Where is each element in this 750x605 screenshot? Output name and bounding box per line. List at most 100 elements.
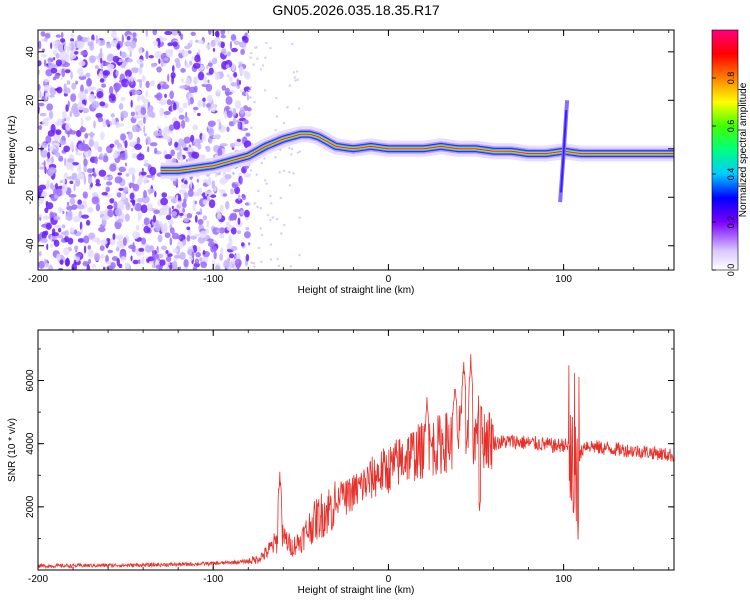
noise-blob: [86, 86, 93, 92]
noise-blob: [120, 133, 126, 141]
noise-dot: [253, 100, 256, 104]
noise-blob: [183, 136, 191, 144]
noise-blob: [178, 212, 184, 216]
noise-blob: [49, 94, 55, 98]
noise-blob: [83, 235, 90, 244]
noise-blob: [132, 173, 135, 183]
noise-blob: [86, 206, 94, 213]
noise-blob: [46, 103, 54, 111]
noise-blob: [164, 30, 173, 36]
noise-blob: [215, 89, 221, 97]
noise-dot: [292, 71, 296, 74]
noise-dot: [260, 233, 264, 237]
ridge-band-5: [160, 133, 674, 172]
noise-dot: [249, 169, 253, 172]
noise-blob: [85, 72, 91, 78]
noise-blob: [135, 225, 140, 232]
noise-blob: [169, 237, 173, 246]
noise-dot: [288, 146, 291, 150]
noise-blob: [114, 92, 118, 97]
noise-blob: [87, 41, 94, 47]
noise-blob: [83, 245, 87, 254]
noise-dot: [257, 189, 260, 193]
noise-blob: [239, 80, 242, 85]
noise-blob: [224, 91, 233, 95]
noise-blob: [229, 40, 233, 50]
noise-blob: [55, 53, 60, 59]
noise-blob: [120, 96, 126, 102]
noise-blob: [137, 259, 141, 264]
noise-blob: [44, 37, 48, 42]
noise-blob: [109, 198, 115, 204]
noise-dot: [288, 171, 291, 174]
noise-blob: [143, 175, 148, 185]
noise-blob: [112, 55, 120, 63]
noise-blob: [154, 50, 162, 59]
noise-dot: [277, 264, 281, 268]
noise-blob: [61, 68, 66, 78]
noise-blob: [101, 221, 105, 227]
noise-blob: [178, 31, 181, 37]
noise-blob: [167, 42, 173, 47]
noise-blob: [38, 90, 41, 99]
noise-blob: [164, 153, 173, 160]
noise-blob: [219, 143, 228, 147]
noise-blob: [70, 93, 77, 102]
noise-blob: [196, 246, 201, 252]
noise-blob: [66, 205, 74, 211]
noise-blob: [102, 266, 106, 270]
noise-blob: [44, 117, 51, 121]
noise-blob: [194, 258, 200, 265]
noise-blob: [130, 67, 139, 72]
noise-blob: [163, 110, 171, 116]
noise-dot: [296, 151, 300, 154]
noise-blob: [95, 203, 101, 212]
noise-blob: [202, 250, 206, 255]
noise-dot: [279, 196, 282, 200]
noise-blob: [183, 192, 189, 199]
noise-blob: [245, 254, 250, 262]
noise-blob: [58, 206, 62, 214]
noise-blob: [124, 262, 127, 268]
noise-dot: [288, 84, 292, 87]
noise-blob: [54, 88, 61, 92]
noise-blob: [232, 171, 235, 175]
noise-blob: [226, 51, 231, 57]
noise-blob: [139, 95, 145, 101]
noise-blob: [181, 141, 187, 149]
noise-blob: [126, 58, 134, 63]
noise-blob: [214, 265, 221, 270]
noise-blob: [106, 42, 112, 49]
noise-blob: [95, 168, 98, 176]
y-tick-label: 6000: [25, 369, 36, 392]
noise-blob: [225, 221, 231, 229]
noise-blob: [59, 259, 64, 265]
noise-blob: [83, 176, 87, 185]
noise-blob: [202, 101, 206, 108]
noise-blob: [78, 60, 86, 67]
noise-blob: [107, 209, 114, 218]
noise-blob: [84, 116, 92, 121]
noise-blob: [65, 122, 71, 131]
noise-blob: [67, 158, 75, 163]
noise-dot: [263, 89, 267, 92]
noise-blob: [134, 203, 143, 212]
noise-blob: [61, 110, 67, 119]
noise-blob: [93, 141, 99, 150]
noise-blob: [157, 83, 162, 90]
noise-blob: [221, 84, 227, 91]
noise-blob: [202, 215, 208, 221]
noise-dot: [249, 96, 252, 99]
noise-blob: [116, 258, 120, 267]
noise-blob: [207, 238, 214, 243]
noise-blob: [54, 74, 60, 80]
noise-blob: [247, 242, 251, 246]
noise-blob: [206, 220, 210, 228]
noise-dot: [255, 46, 258, 49]
noise-blob: [230, 82, 238, 87]
noise-blob: [69, 180, 74, 185]
noise-blob: [137, 198, 144, 203]
noise-blob: [183, 267, 188, 270]
noise-blob: [160, 98, 164, 105]
noise-blob: [91, 191, 98, 198]
